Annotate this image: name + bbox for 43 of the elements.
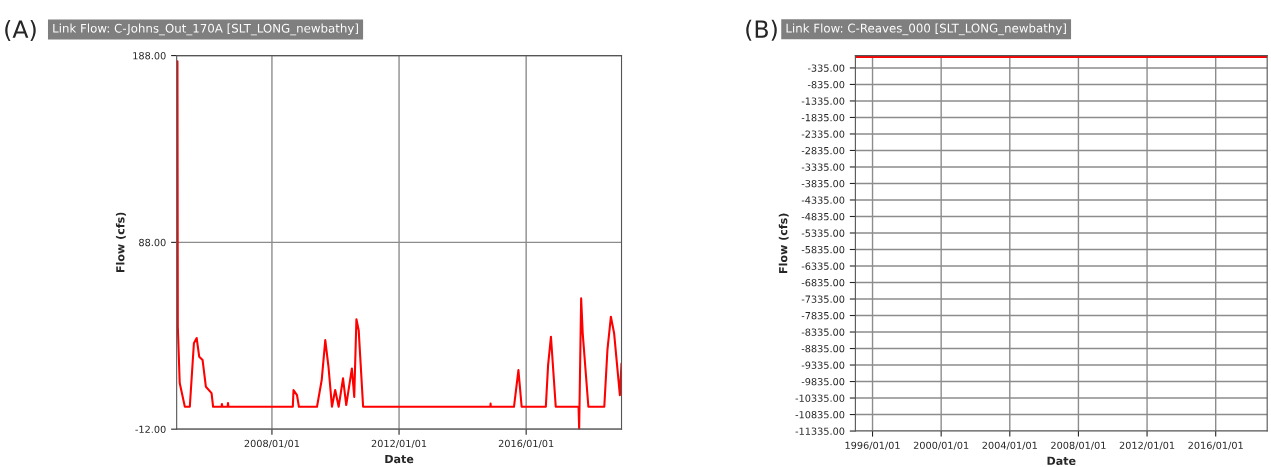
y-tick-label: -6335.00 xyxy=(801,262,845,270)
y-tick-label: -8335.00 xyxy=(801,328,845,336)
y-tick-label: -9835.00 xyxy=(801,378,845,386)
x-tick-label: 2012/01/01 xyxy=(371,439,427,448)
y-tick-label: 88.00 xyxy=(139,238,166,247)
y-tick-label: -2335.00 xyxy=(801,130,845,138)
y-tick-label: -5335.00 xyxy=(801,229,845,237)
x-tick-label: 2008/01/01 xyxy=(244,439,300,448)
text: (A) xyxy=(5,19,36,41)
y-tick-label: -4335.00 xyxy=(801,196,845,204)
x-tick-label: 2004/01/01 xyxy=(982,441,1037,450)
y-tick-label: -5835.00 xyxy=(801,245,845,254)
y-tick-label: -2835.00 xyxy=(801,146,845,155)
y-tick-label: -9335.00 xyxy=(801,361,845,369)
y-tick-label: -6835.00 xyxy=(801,278,845,287)
y-tick-label: -835.00 xyxy=(807,80,845,89)
x-tick-label: 2012/01/01 xyxy=(1119,441,1175,450)
y-tick-label: -4835.00 xyxy=(801,212,845,221)
x-tick-label: 2016/01/01 xyxy=(1188,441,1243,450)
y-tick-label: -12.00 xyxy=(135,425,166,433)
y-tick-label: -3835.00 xyxy=(801,179,845,188)
y-tick-label: 188.00 xyxy=(133,52,166,60)
y-tick-label: -11335.00 xyxy=(795,427,845,435)
x-tick-label: 2008/01/01 xyxy=(1051,441,1106,450)
chart-title: Link Flow: C-Reaves_000 [SLT_LONG_newbathy] xyxy=(786,23,1066,36)
y-tick-label: -3335.00 xyxy=(801,163,845,171)
y-tick-label: -10335.00 xyxy=(795,394,845,402)
y-tick-label: -7335.00 xyxy=(801,295,845,303)
y-axis-title: Flow (cfs) xyxy=(778,213,789,273)
text: (B) xyxy=(746,19,777,41)
x-axis-title: Date xyxy=(1047,456,1076,466)
x-tick-label: 2016/01/01 xyxy=(498,439,554,448)
y-tick-label: -335.00 xyxy=(807,64,845,72)
y-tick-label: -8835.00 xyxy=(801,345,845,353)
y-tick-label: -10835.00 xyxy=(795,411,845,419)
y-tick-label: -1835.00 xyxy=(801,113,845,122)
y-tick-label: -1335.00 xyxy=(801,97,845,105)
x-axis-title: Date xyxy=(385,454,414,464)
y-axis-title: Flow (cfs) xyxy=(115,212,126,273)
chart-title: Link Flow: C-Johns_Out_170A [SLT_LONG_newbathy] xyxy=(53,23,358,36)
x-tick-label: 1996/01/01 xyxy=(845,441,900,450)
y-tick-label: -7835.00 xyxy=(801,311,845,320)
x-tick-label: 2000/01/01 xyxy=(913,441,969,450)
